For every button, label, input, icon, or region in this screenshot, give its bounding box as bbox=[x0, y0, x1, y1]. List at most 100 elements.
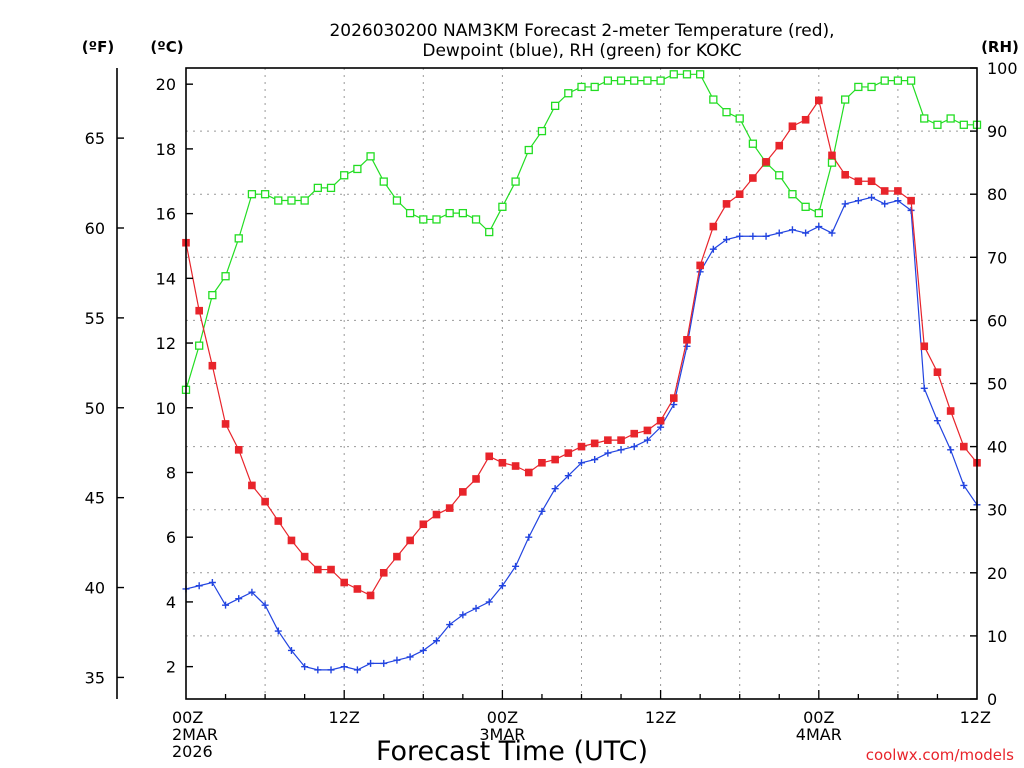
x-tick-label: 3MAR bbox=[479, 725, 525, 744]
rh-point bbox=[419, 215, 428, 224]
rh-point bbox=[669, 70, 678, 79]
dewpoint-point bbox=[578, 459, 585, 467]
rh-point bbox=[920, 114, 929, 123]
temperature-point bbox=[828, 151, 836, 160]
rh-tick-label: 70 bbox=[987, 248, 1007, 267]
dewpoint-point bbox=[208, 579, 216, 587]
celsius-tick-label: 10 bbox=[156, 399, 176, 418]
dewpoint-point bbox=[525, 533, 533, 541]
temperature-point bbox=[907, 196, 915, 205]
temperature-point bbox=[472, 475, 480, 483]
temperature-point bbox=[538, 458, 546, 467]
temperature-point bbox=[814, 96, 823, 105]
series-rh bbox=[181, 70, 982, 394]
temperature-point bbox=[762, 158, 770, 166]
rh-point bbox=[392, 196, 402, 205]
dewpoint-point bbox=[235, 595, 243, 603]
temperature-point bbox=[656, 416, 665, 425]
celsius-tick-label: 14 bbox=[156, 269, 176, 288]
rh-point bbox=[933, 120, 942, 129]
rh-point bbox=[300, 196, 309, 205]
dewpoint-point bbox=[933, 417, 941, 425]
dewpoint-point bbox=[353, 666, 361, 674]
axis-ticks: 2 4 6 8 10 12 14 16 18 20 35 40 45 50 55 60 65 0 10 20 30 40 5… bbox=[85, 59, 1018, 761]
fahrenheit-tick-label: 50 bbox=[85, 399, 105, 418]
x-tick-label: 12Z bbox=[960, 708, 991, 727]
rh-point bbox=[511, 177, 520, 186]
fahrenheit-tick-label: 45 bbox=[85, 489, 105, 508]
fahrenheit-tick-label: 40 bbox=[85, 579, 105, 598]
rh-point bbox=[748, 139, 758, 148]
temperature-point bbox=[564, 449, 573, 457]
chart-title-line-1: 2026030200 NAM3KM Forecast 2-meter Tempe… bbox=[329, 21, 834, 41]
dewpoint-point bbox=[222, 601, 230, 609]
rh-point bbox=[841, 95, 850, 104]
temperature-point bbox=[287, 536, 296, 545]
rh-point bbox=[524, 145, 533, 155]
dewpoint-point bbox=[301, 663, 309, 671]
rh-point bbox=[880, 76, 889, 85]
rh-tick-label: 80 bbox=[987, 185, 1007, 204]
temperature-point bbox=[775, 141, 784, 150]
temperature-point bbox=[604, 436, 612, 444]
rh-tick-label: 100 bbox=[987, 59, 1018, 78]
dewpoint-point bbox=[894, 197, 902, 205]
dewpoint-point bbox=[643, 436, 651, 444]
grid-lines bbox=[186, 68, 977, 699]
temperature-point bbox=[709, 222, 718, 231]
credit-link[interactable]: coolwx.com/models bbox=[866, 746, 1014, 764]
x-tick-label: 4MAR bbox=[796, 725, 842, 744]
temperature-point bbox=[841, 170, 849, 179]
x-tick-label: 2026 bbox=[172, 742, 213, 761]
rh-point bbox=[326, 183, 336, 193]
dewpoint-point bbox=[432, 637, 440, 645]
rh-point bbox=[340, 171, 349, 180]
dewpoint-point bbox=[274, 627, 282, 635]
temperature-point bbox=[195, 306, 203, 315]
temperature-point bbox=[683, 336, 691, 344]
rh-point bbox=[827, 158, 837, 167]
x-tick-label: 2MAR bbox=[172, 725, 218, 744]
temperature-point bbox=[300, 552, 309, 561]
temperature-point bbox=[327, 565, 335, 574]
rh-point bbox=[379, 177, 388, 186]
dewpoint-point bbox=[512, 562, 520, 570]
temperature-point bbox=[208, 361, 217, 370]
celsius-tick-label: 2 bbox=[166, 658, 176, 677]
dewpoint-point bbox=[723, 236, 731, 244]
dewpoint-point bbox=[261, 601, 269, 609]
temperature-point bbox=[445, 504, 454, 512]
temperature-point bbox=[459, 488, 467, 496]
rh-point bbox=[893, 76, 903, 85]
temperature-point bbox=[379, 568, 388, 577]
celsius-tick-label: 16 bbox=[156, 205, 176, 224]
celsius-axis-label: (ºC) bbox=[150, 38, 183, 56]
rh-point bbox=[564, 89, 573, 98]
rh-point bbox=[445, 208, 454, 218]
dewpoint-point bbox=[775, 229, 783, 237]
rh-tick-label: 20 bbox=[987, 564, 1007, 583]
rh-point bbox=[221, 272, 230, 281]
rh-point bbox=[458, 208, 468, 218]
dewpoint-point bbox=[340, 663, 348, 671]
celsius-tick-label: 4 bbox=[166, 593, 176, 612]
rh-point bbox=[287, 196, 296, 205]
temperature-point bbox=[485, 452, 494, 461]
dewpoint-point bbox=[538, 507, 546, 515]
temperature-point bbox=[248, 481, 256, 490]
rh-point bbox=[682, 70, 692, 79]
dewpoint-point bbox=[406, 653, 414, 661]
rh-point bbox=[959, 120, 968, 129]
dewpoint-point bbox=[947, 446, 955, 454]
rh-point bbox=[471, 215, 481, 224]
dewpoint-point bbox=[868, 193, 876, 201]
temperature-point bbox=[960, 442, 968, 451]
x-tick-label: 12Z bbox=[645, 708, 676, 727]
dewpoint-point bbox=[881, 200, 889, 208]
temperature-point bbox=[669, 394, 678, 402]
rh-point bbox=[234, 234, 243, 243]
dewpoint-point bbox=[960, 481, 968, 489]
rh-axis-label: (RH) bbox=[981, 38, 1019, 56]
rh-point bbox=[696, 70, 705, 79]
